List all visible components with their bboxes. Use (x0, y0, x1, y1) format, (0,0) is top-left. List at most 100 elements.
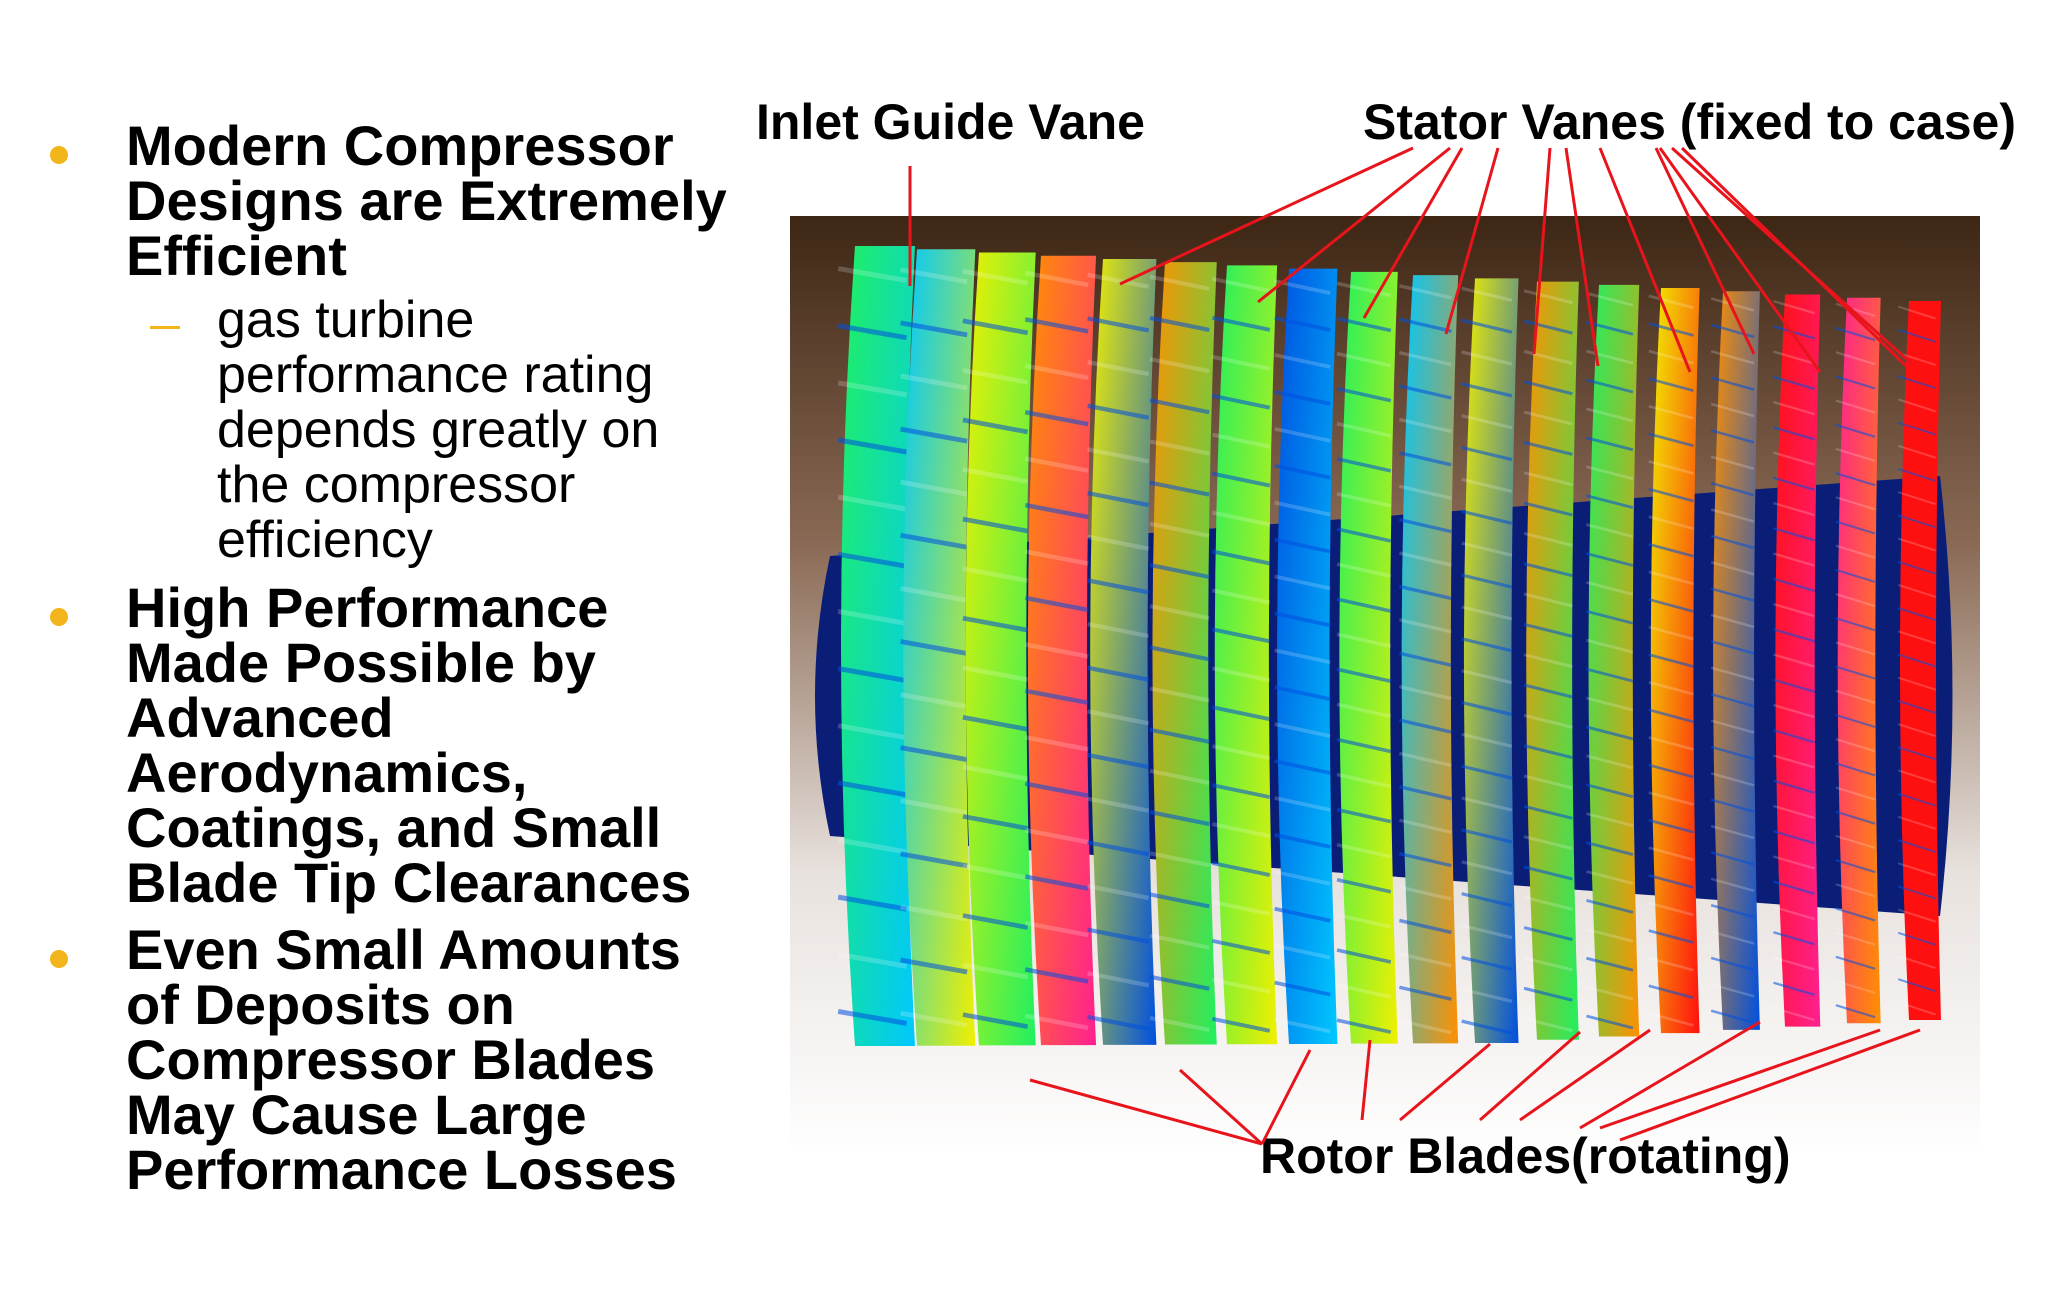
blade-stripe (1648, 818, 1694, 834)
blade-stages (815, 246, 1953, 1046)
blade-stripe (1149, 521, 1210, 538)
blade-stripe (1461, 637, 1513, 653)
blade-stripe (1835, 423, 1876, 438)
blade-stripe (1149, 357, 1210, 374)
blade-stage (1837, 297, 1881, 1024)
leader-line (1654, 147, 1756, 355)
blade-stripe (900, 585, 968, 603)
blade-stripe (1461, 318, 1513, 334)
blade-stripe (1897, 444, 1936, 459)
rotor-blades-label: Rotor Blades(rotating) (1260, 1128, 1791, 1184)
blade-stripe (1835, 520, 1876, 535)
blade-stripe (1149, 1015, 1210, 1032)
blade-stripe (1897, 862, 1936, 877)
blade-stripe (1773, 931, 1815, 946)
blade-stripe (962, 615, 1029, 633)
blade-stripe (1024, 456, 1089, 473)
blade-stripe (1211, 744, 1271, 761)
blade-stripe (1523, 622, 1573, 638)
blade-stripe (1274, 685, 1331, 702)
blade-stripe (1024, 781, 1089, 798)
blade-stripe (1648, 625, 1694, 641)
blade-stripe (962, 962, 1029, 980)
blade-stage (1027, 255, 1097, 1046)
blade-stripe (1835, 617, 1876, 632)
blade-stripe (1835, 762, 1876, 777)
blade-stripe (1710, 824, 1755, 840)
blade-stripe (1149, 768, 1210, 785)
blade-stripe (1710, 587, 1755, 602)
blade-stripe (1710, 719, 1755, 734)
blade-stripe (1710, 772, 1755, 787)
blade-stripe (1710, 983, 1755, 998)
blade-stripe (900, 745, 968, 763)
blade-stripe (1586, 494, 1634, 510)
blade-stripe (1336, 1018, 1392, 1034)
blade-stripe (1398, 718, 1452, 734)
blade-stripe (1274, 648, 1331, 665)
blade-stripe (1523, 410, 1573, 426)
blade-stripe (1398, 952, 1452, 968)
blade-stripe (1523, 289, 1573, 305)
blade-stripe (1835, 399, 1876, 414)
blade-stripe (1087, 534, 1150, 551)
blade-stripe (837, 723, 908, 741)
blade-stripe (1773, 1006, 1815, 1022)
blade-stripe (1897, 653, 1936, 668)
blade-stripe (1461, 477, 1513, 494)
blade-stripe (1461, 669, 1513, 685)
blade-stripe (837, 437, 908, 455)
leader-line (1579, 1020, 1761, 1130)
blade-stripe (1274, 426, 1331, 443)
leader-line (1599, 1028, 1881, 1130)
blade-stripe (1211, 861, 1271, 877)
blade-stripe (1897, 537, 1936, 552)
blade-stripe (837, 894, 908, 912)
blade-stripe (1336, 702, 1392, 719)
blade-stripe (1835, 472, 1876, 487)
blade-stripe (1648, 515, 1694, 530)
blade-stripe (1336, 351, 1392, 368)
blade-stage (1339, 271, 1398, 1044)
blade-stripe (1274, 316, 1331, 332)
blade-stripe (1149, 645, 1210, 662)
blade-stripe (1461, 796, 1513, 812)
bullet-item: Even Small Amounts of Deposits on Compre… (40, 922, 740, 1198)
blade-stripe (1773, 855, 1815, 870)
blade-stripe (1398, 918, 1452, 935)
blade-stripe (1773, 653, 1815, 668)
blade-stripe (1398, 384, 1452, 400)
compressor-rotor-illustration (790, 216, 1980, 1156)
blade-stripe (1398, 851, 1452, 868)
blade-stripe (1523, 956, 1573, 972)
blade-stripe (1773, 779, 1815, 794)
blade-stripe (1586, 580, 1634, 596)
blade-stripe (1523, 683, 1573, 699)
leader-line (1362, 147, 1464, 319)
blade-stripe (1024, 1013, 1089, 1031)
bullet-item: High Performance Made Possible by Advanc… (40, 580, 740, 911)
blade-stripe (1274, 722, 1331, 738)
stator-vanes-label: Stator Vanes (fixed to case) (1363, 94, 2017, 150)
blade-stripe (1586, 725, 1634, 741)
dash-icon (150, 326, 180, 329)
blade-stripe (837, 266, 908, 284)
blade-stripe (1648, 570, 1694, 586)
blade-stage (1463, 278, 1519, 1044)
blade-stripe (1274, 869, 1331, 886)
blade-stripe (1149, 398, 1210, 415)
blade-stripe (1773, 527, 1815, 542)
blade-stripe (1523, 592, 1573, 608)
blade-stripe (837, 666, 908, 684)
blade-stripe (1835, 979, 1876, 995)
leader-line (1178, 1068, 1264, 1146)
blade-stripe (1586, 523, 1634, 538)
bullet-dot-icon (50, 950, 68, 968)
blade-stripe (1336, 948, 1392, 964)
blade-stripe (1461, 700, 1513, 717)
blade-stage (965, 252, 1036, 1046)
blade-stripe (1897, 630, 1936, 645)
blade-stripe (1897, 955, 1936, 969)
blade-stripe (1835, 810, 1876, 825)
